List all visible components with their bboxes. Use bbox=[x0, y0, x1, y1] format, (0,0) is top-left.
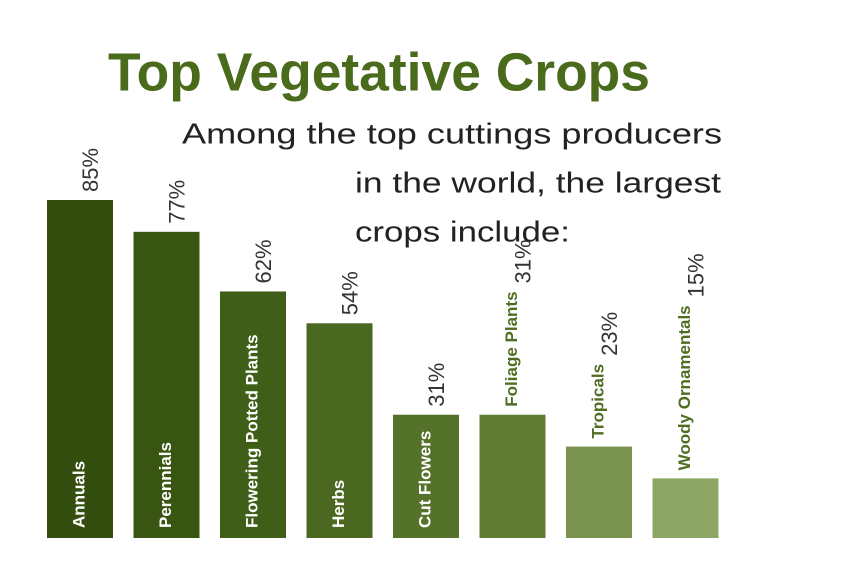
value-label: 77% bbox=[164, 180, 189, 224]
value-label: 31% bbox=[510, 239, 535, 283]
category-label: Annuals bbox=[69, 461, 88, 528]
value-label: 15% bbox=[683, 253, 708, 297]
value-label: 54% bbox=[337, 271, 362, 315]
category-label: Tropicals bbox=[588, 364, 607, 439]
bar bbox=[306, 323, 373, 538]
bar bbox=[393, 414, 459, 538]
value-label: 23% bbox=[597, 312, 622, 356]
value-label: 31% bbox=[424, 363, 449, 407]
bar bbox=[566, 446, 632, 538]
subtitle-line: Among the top cuttings producers bbox=[182, 119, 722, 151]
category-label: Perennials bbox=[156, 442, 175, 528]
category-label: Foliage Plants bbox=[502, 291, 521, 406]
category-label: Flowering Potted Plants bbox=[242, 334, 261, 528]
category-label: Woody Ornamentals bbox=[675, 305, 694, 470]
chart-title: Top Vegetative Crops bbox=[108, 42, 650, 102]
subtitle-line: crops include: bbox=[355, 217, 570, 249]
value-label: 62% bbox=[251, 239, 276, 283]
bar bbox=[652, 478, 719, 538]
value-label: 85% bbox=[78, 148, 103, 192]
bar bbox=[47, 200, 113, 538]
subtitle-line: in the world, the largest bbox=[355, 168, 721, 200]
bar bbox=[220, 291, 286, 538]
bar bbox=[479, 414, 546, 538]
category-label: Cut Flowers bbox=[415, 431, 434, 528]
category-label: Herbs bbox=[329, 480, 348, 528]
bar bbox=[133, 231, 200, 538]
